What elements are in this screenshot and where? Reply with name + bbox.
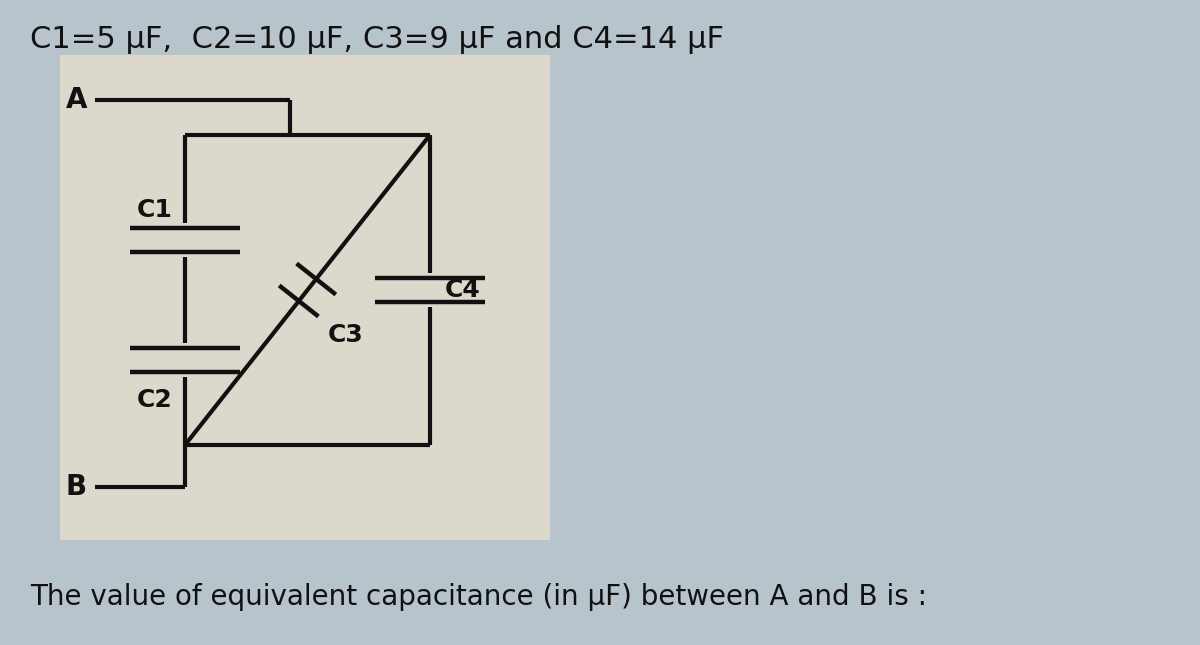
Text: C3: C3 xyxy=(328,323,364,347)
Text: The value of equivalent capacitance (in μF) between A and B is :: The value of equivalent capacitance (in … xyxy=(30,583,928,611)
Text: B: B xyxy=(66,473,88,501)
Text: C1=5 μF,  C2=10 μF, C3=9 μF and C4=14 μF: C1=5 μF, C2=10 μF, C3=9 μF and C4=14 μF xyxy=(30,25,724,54)
Text: C4: C4 xyxy=(445,278,481,302)
Text: C2: C2 xyxy=(137,388,173,412)
FancyBboxPatch shape xyxy=(60,55,550,540)
Text: A: A xyxy=(66,86,88,114)
Text: C1: C1 xyxy=(137,198,173,222)
